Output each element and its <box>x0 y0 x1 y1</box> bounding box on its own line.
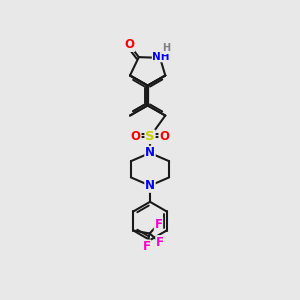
Text: O: O <box>159 130 169 143</box>
Text: NH: NH <box>152 52 170 62</box>
Text: F: F <box>156 236 164 249</box>
Text: N: N <box>145 146 155 159</box>
Text: N: N <box>145 179 155 192</box>
Text: S: S <box>145 130 155 143</box>
Text: H: H <box>162 44 170 53</box>
Text: O: O <box>131 130 141 143</box>
Text: O: O <box>124 38 134 51</box>
Text: F: F <box>143 240 151 253</box>
Text: F: F <box>154 218 163 231</box>
